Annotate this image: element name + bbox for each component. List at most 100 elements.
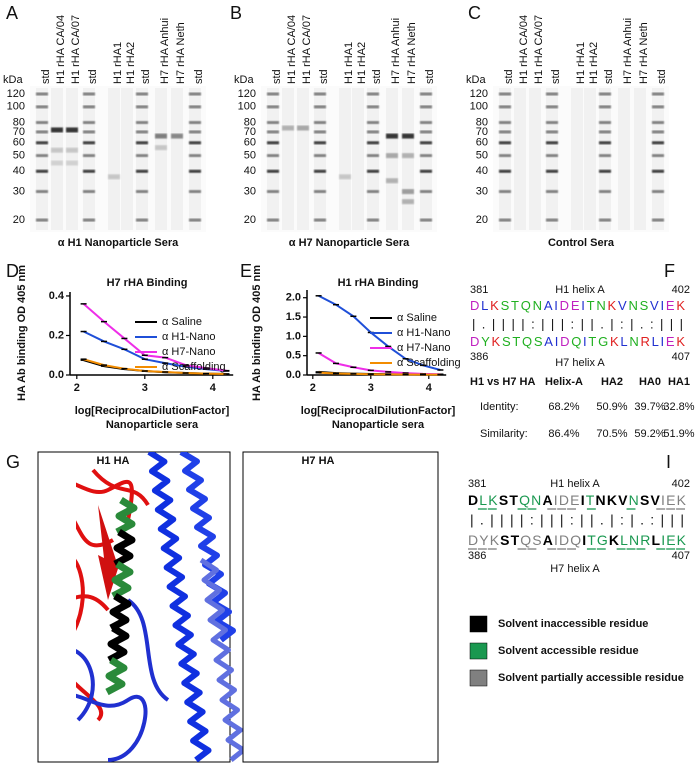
kda-marker: 70 [13, 126, 25, 138]
lane-label: H7 rHA Anhui [622, 18, 634, 84]
ladder-band [499, 141, 511, 145]
residue: I [581, 492, 585, 508]
sample-band [402, 133, 414, 139]
ladder-band [83, 169, 95, 173]
sample-band [386, 153, 398, 159]
kda-marker: 40 [13, 165, 25, 177]
ladder-band [189, 190, 201, 194]
ladder-band [136, 121, 148, 125]
lane-label: std [271, 69, 283, 84]
residue: S [534, 334, 543, 349]
residue: N [531, 492, 541, 508]
ladder-band [599, 92, 611, 96]
lane-label: H7 rHA Anhui [390, 18, 402, 84]
ladder-band [36, 121, 48, 125]
sample-band [66, 127, 78, 133]
helix [107, 625, 130, 664]
kda-label: kDa [3, 74, 23, 86]
y-axis-label: HA Ab binding OD 405 nm [251, 265, 263, 401]
kda-marker: 80 [476, 116, 488, 128]
residue: Q [522, 334, 532, 349]
panel-letter: D [6, 261, 19, 281]
residue: T [587, 532, 596, 548]
residue: S [499, 492, 508, 508]
ladder-band [136, 190, 148, 194]
lane-label: H1 rHA CA/04 [518, 15, 530, 84]
lane [634, 88, 646, 230]
ladder-band [136, 218, 148, 222]
residue: K [608, 298, 617, 313]
structure-title: H1 HA [96, 455, 129, 467]
residue: Q [571, 334, 581, 349]
lane-label: H1 rHA1 [575, 42, 587, 84]
residue: T [511, 298, 519, 313]
residue: Q [570, 532, 581, 548]
series-line [318, 294, 441, 371]
panel-letter: F [664, 261, 675, 281]
y-tick-label: 0.0 [49, 369, 64, 381]
lane-label: std [140, 69, 152, 84]
lane-label: H1 rHA CA/07 [533, 15, 545, 84]
kda-marker: 30 [244, 185, 256, 197]
beta-sheet [98, 505, 122, 600]
residue: S [500, 532, 509, 548]
ladder-band [36, 130, 48, 134]
lane-label: H1 rHA CA/07 [301, 15, 313, 84]
ladder-band [314, 154, 326, 158]
kda-marker: 60 [244, 137, 256, 149]
residue: E [666, 532, 675, 548]
sample-band [51, 147, 63, 153]
table-cell: Identity: [480, 401, 519, 413]
lane-label: H1 rHA2 [125, 42, 137, 84]
panel-letter: E [240, 261, 252, 281]
kda-marker: 100 [238, 101, 256, 113]
beta-loop [76, 594, 110, 612]
lane [499, 88, 511, 230]
residue: D [559, 532, 569, 548]
ladder-band [136, 130, 148, 134]
x-tick-label: 2 [310, 382, 316, 394]
lane [386, 88, 398, 230]
residue: I [554, 492, 558, 508]
residue: I [661, 532, 665, 548]
kda-marker: 30 [13, 185, 25, 197]
sequence: DYKSTQSAIDQITGKLNRLIEK [468, 532, 687, 548]
lane-label: H7 rHA Anhui [159, 18, 171, 84]
residue: D [468, 532, 478, 548]
kda-marker: 60 [13, 137, 25, 149]
protein-structure: H7 HA [242, 451, 439, 763]
residue: D [468, 492, 478, 508]
residue: A [542, 492, 552, 508]
ladder-band [136, 169, 148, 173]
kda-label: kDa [234, 74, 254, 86]
ladder-band [314, 92, 326, 96]
ladder-band [367, 92, 379, 96]
lane [652, 88, 664, 230]
ladder-band [599, 130, 611, 134]
lane-label: std [193, 69, 205, 84]
residue: D [560, 334, 569, 349]
ladder-band [420, 92, 432, 96]
lane [267, 88, 279, 230]
ladder-band [267, 141, 279, 145]
ladder-band [546, 169, 558, 173]
residue: L [620, 334, 627, 349]
loop [76, 693, 148, 762]
residue: N [629, 532, 639, 548]
ladder-band [420, 141, 432, 145]
lane [155, 88, 167, 230]
kda-marker: 40 [476, 165, 488, 177]
ladder-band [314, 130, 326, 134]
lane [402, 88, 414, 230]
sample-band [402, 153, 414, 159]
residue: K [488, 492, 498, 508]
protein-structure: H1 HA [37, 451, 246, 763]
kda-marker: 20 [13, 214, 25, 226]
ladder-band [314, 218, 326, 222]
residue: N [596, 492, 606, 508]
series-line [83, 330, 227, 373]
line-chart: H7 rHA Binding 0.0 0.2 0.4 2 3 4 HA Ab binding … [16, 265, 234, 431]
residue: S [640, 492, 649, 508]
